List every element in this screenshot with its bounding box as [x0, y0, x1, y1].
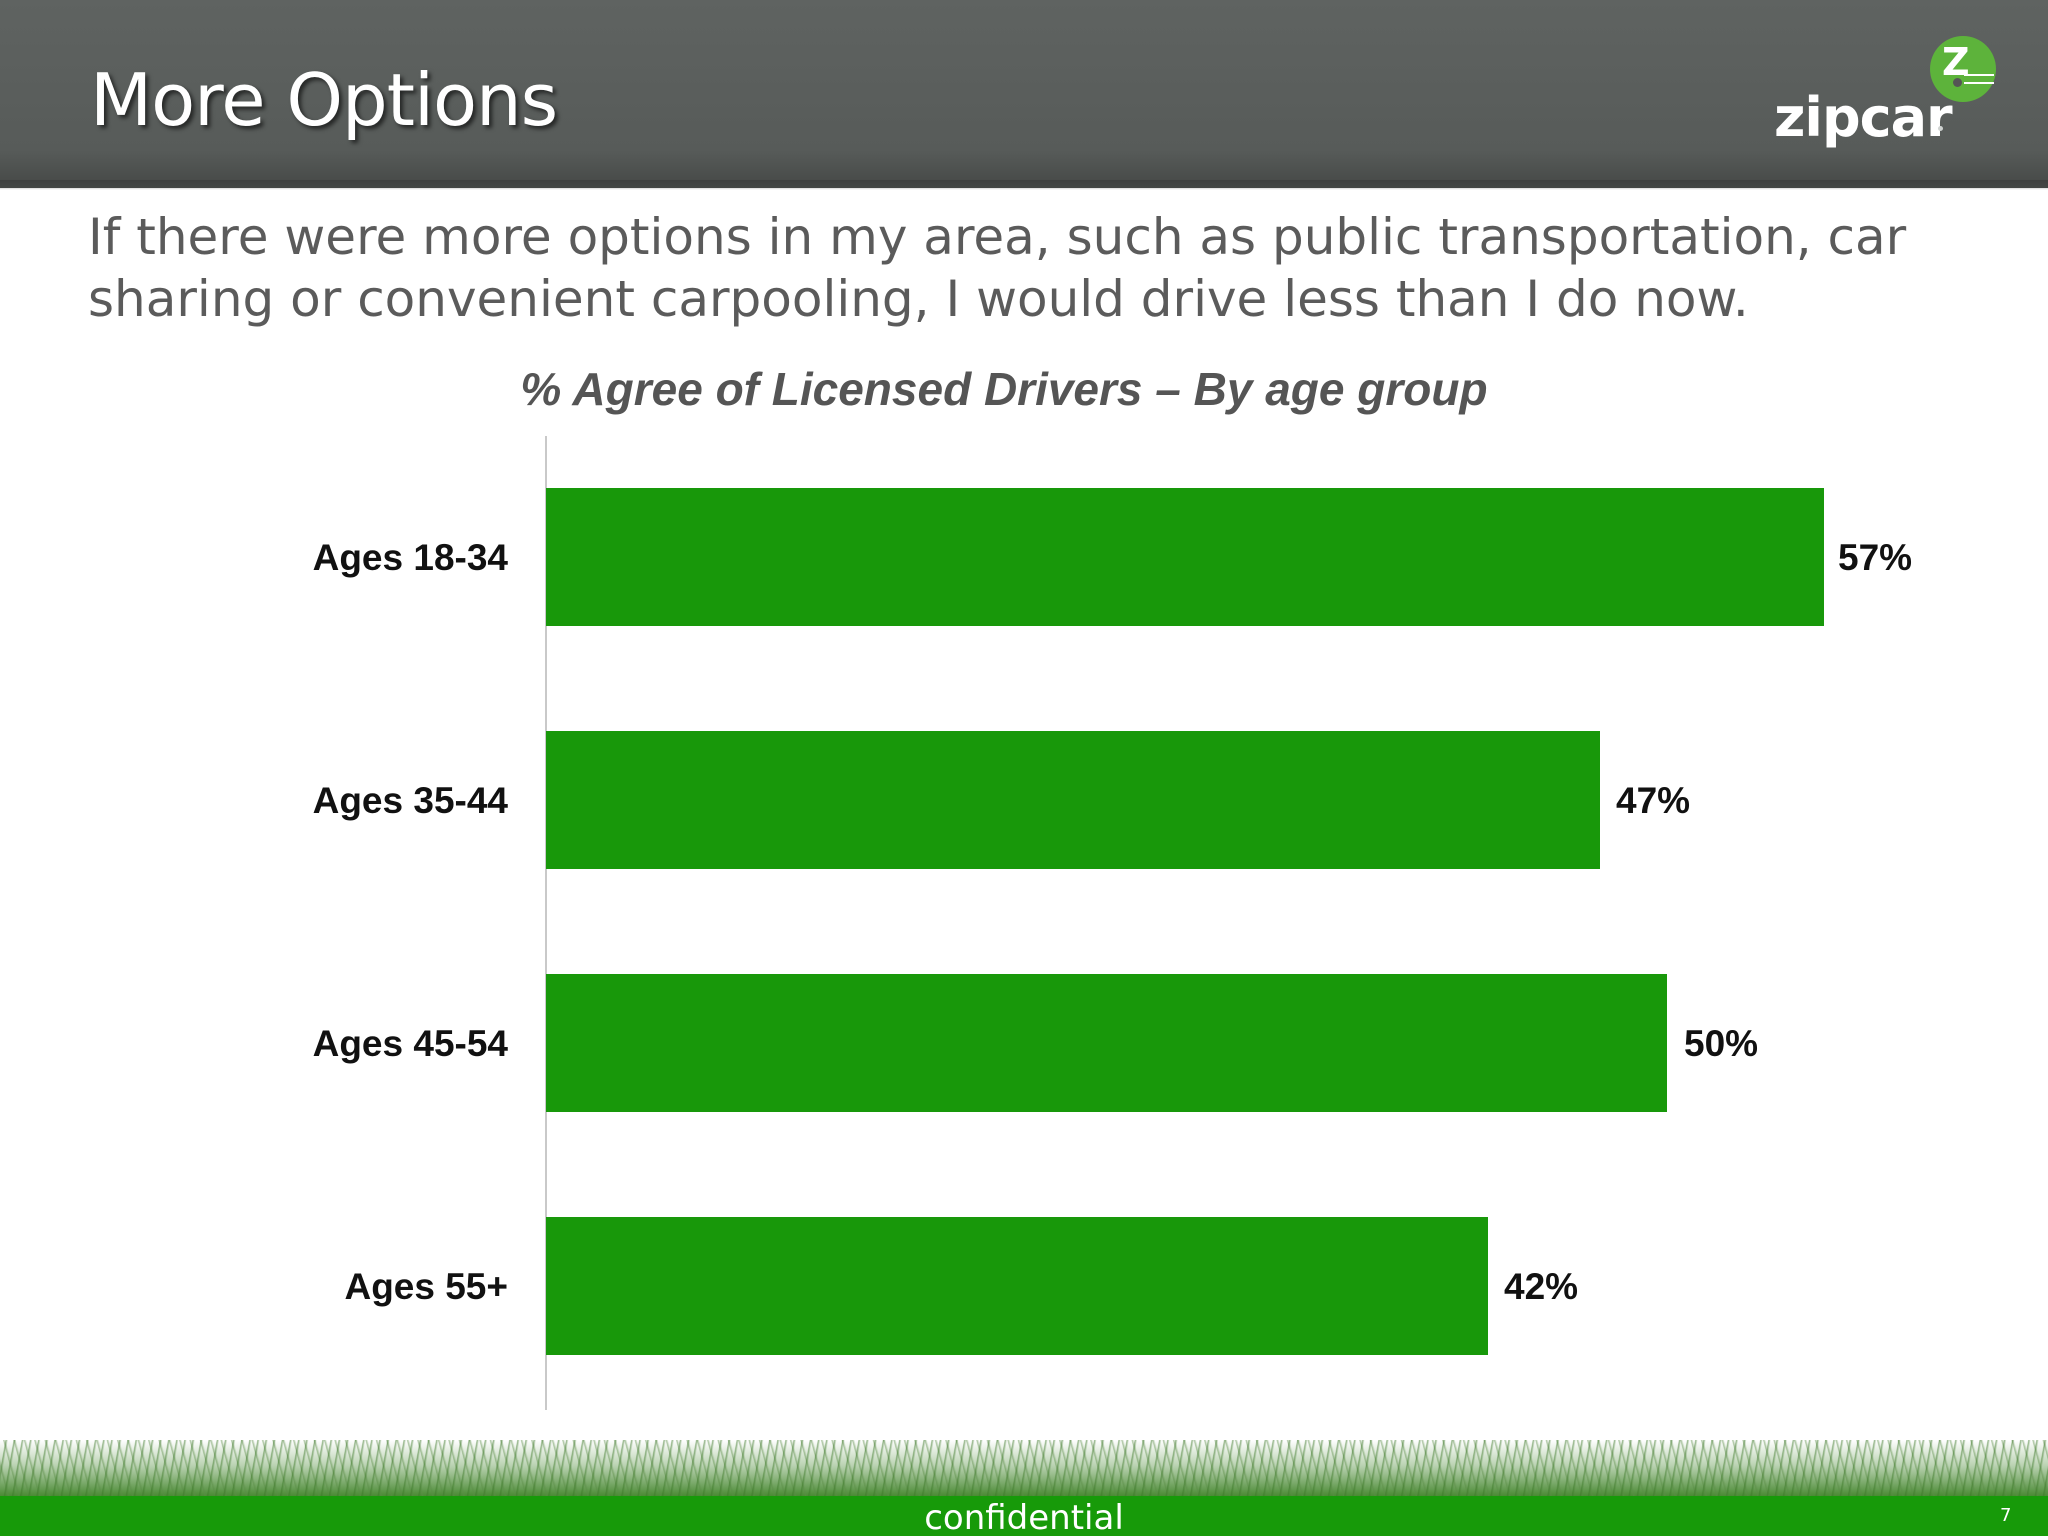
bar — [546, 1217, 1488, 1355]
bar — [546, 488, 1824, 626]
category-label: Ages 18-34 — [312, 537, 508, 578]
slide-header — [0, 0, 2048, 188]
value-label: 42% — [1504, 1266, 1579, 1307]
category-label: Ages 35-44 — [312, 780, 508, 821]
zipcar-logo: zipcar Z — [1770, 36, 2010, 156]
logo-badge-icon — [1930, 36, 1996, 102]
chart-axis — [545, 436, 547, 1410]
slide-title: More Options — [90, 58, 558, 142]
chart-title-text: % Agree of Licensed Drivers – By age gro… — [520, 363, 1488, 415]
logo-wheel-icon — [1953, 78, 1962, 87]
grass-decoration — [0, 1440, 2048, 1496]
chart-row: Ages 35-44 47% — [0, 731, 2048, 871]
value-label: 47% — [1616, 780, 1691, 821]
bar — [546, 974, 1667, 1112]
header-shadow — [0, 180, 2048, 190]
page-number: 7 — [2000, 1505, 2012, 1526]
chart-title: % Agree of Licensed Drivers – By age gro… — [0, 362, 2048, 416]
bar — [546, 731, 1600, 869]
value-label: 50% — [1684, 1023, 1759, 1064]
value-label: 57% — [1838, 537, 1913, 578]
chart-row: Ages 45-54 50% — [0, 974, 2048, 1114]
logo-trademark-dot — [1938, 126, 1943, 131]
footer-bar — [0, 1496, 2048, 1536]
category-label: Ages 45-54 — [312, 1023, 508, 1064]
chart-row: Ages 55+ 42% — [0, 1217, 2048, 1357]
logo-z-icon: Z — [1942, 40, 1970, 84]
confidential-label: confidential — [924, 1498, 1124, 1538]
slide-subtitle: If there were more options in my area, s… — [88, 208, 1907, 328]
logo-speed-lines-icon — [1964, 74, 1994, 84]
chart-row: Ages 18-34 57% — [0, 488, 2048, 628]
category-label: Ages 55+ — [344, 1266, 508, 1307]
logo-wordmark: zipcar — [1774, 86, 1953, 149]
